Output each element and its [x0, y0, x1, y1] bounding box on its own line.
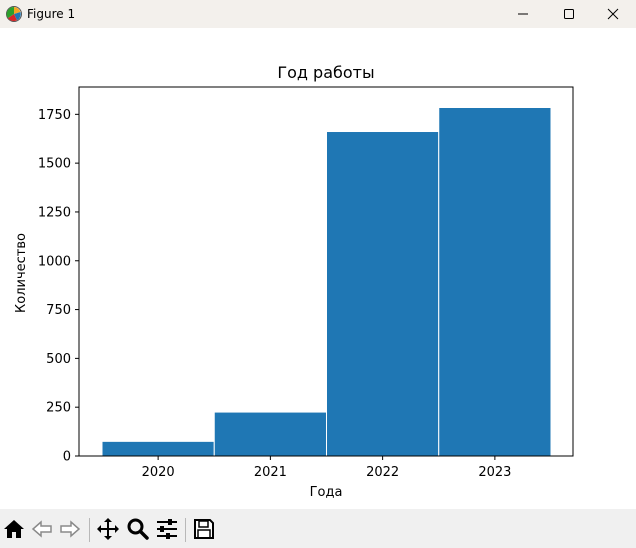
- x-axis-label: Года: [310, 485, 343, 500]
- window-title: Figure 1: [27, 7, 76, 21]
- y-tick-label: 1250: [38, 205, 71, 220]
- maximize-button[interactable]: [546, 0, 592, 28]
- x-tick-label: 2022: [366, 465, 399, 480]
- forward-icon: [60, 520, 81, 538]
- save-icon: [194, 519, 214, 539]
- home-icon: [4, 520, 24, 538]
- x-tick-label: 2023: [478, 465, 511, 480]
- y-tick-label: 0: [63, 450, 71, 465]
- zoom-button[interactable]: [126, 517, 150, 541]
- toolbar-separator: [89, 518, 90, 542]
- minimize-button[interactable]: [500, 0, 546, 28]
- bars-group: [101, 107, 552, 457]
- configure-subplots-icon: [157, 519, 177, 539]
- save-button[interactable]: [192, 517, 216, 541]
- figure-canvas[interactable]: Год работы 0 250 500 750 1000 1250 1500 1750 20…: [0, 28, 636, 509]
- bar-2021: [213, 411, 327, 457]
- back-button[interactable]: [30, 517, 54, 541]
- y-tick-label: 1750: [38, 108, 71, 123]
- back-icon: [31, 520, 52, 538]
- minimize-icon: [518, 13, 528, 15]
- y-tick-label: 500: [46, 352, 71, 367]
- y-tick-label: 1500: [38, 157, 71, 172]
- x-tick-label: 2020: [142, 465, 175, 480]
- y-tick-label: 250: [46, 401, 71, 416]
- bar-2022: [326, 131, 440, 457]
- window-titlebar: Figure 1: [0, 0, 636, 28]
- y-tick-label: 750: [46, 303, 71, 318]
- home-button[interactable]: [2, 517, 26, 541]
- x-tick-label: 2021: [254, 465, 287, 480]
- axes-frame: [78, 86, 574, 457]
- pan-icon: [97, 518, 119, 540]
- pan-button[interactable]: [96, 517, 120, 541]
- forward-button[interactable]: [58, 517, 82, 541]
- close-button[interactable]: [590, 0, 636, 28]
- zoom-icon: [127, 518, 149, 540]
- configure-subplots-button[interactable]: [155, 517, 179, 541]
- y-axis-label: Количество: [14, 233, 29, 313]
- bar-chart: Год работы 0 250 500 750 1000 1250 1500 1750 20…: [14, 63, 574, 500]
- matplotlib-app-icon: [5, 5, 23, 23]
- navigation-toolbar: [0, 509, 636, 548]
- chart-title: Год работы: [277, 63, 374, 82]
- maximize-icon: [564, 9, 574, 19]
- close-icon: [607, 8, 619, 20]
- y-ticks: 0 250 500 750 1000 1250 1500 1750: [38, 108, 79, 465]
- bar-2020: [101, 440, 215, 457]
- y-tick-label: 1000: [38, 254, 71, 269]
- x-ticks: 2020 2021 2022 2023: [142, 456, 511, 480]
- bar-2023: [438, 107, 552, 457]
- toolbar-separator: [185, 518, 186, 542]
